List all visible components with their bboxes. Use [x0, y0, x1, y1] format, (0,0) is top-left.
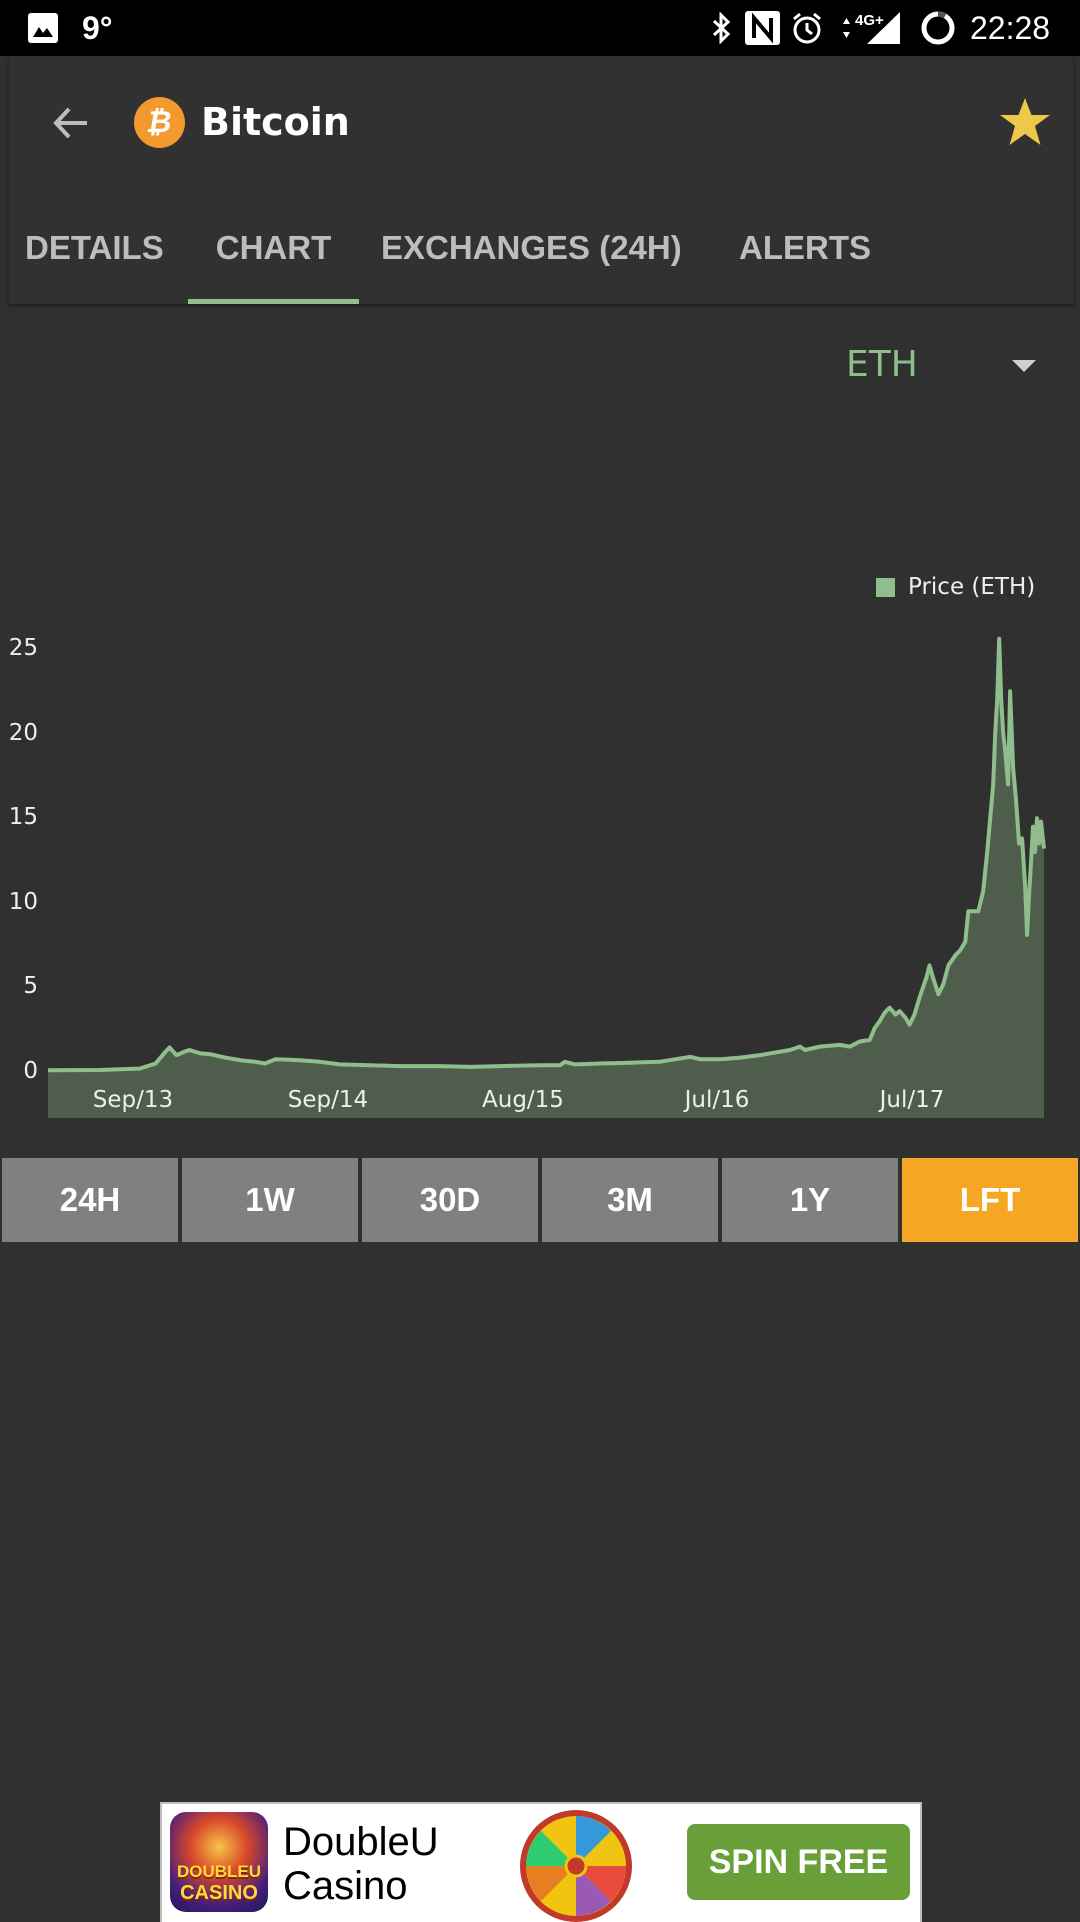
range-button-30d[interactable]: 30D [362, 1158, 538, 1242]
time-range-selector: 24H 1W 30D 3M 1Y LFT [0, 1158, 1080, 1242]
y-axis-label: 20 [8, 719, 38, 746]
y-axis-label: 15 [8, 804, 38, 831]
bluetooth-icon [711, 0, 733, 56]
legend-swatch [876, 577, 895, 597]
tab-chart[interactable]: CHART [215, 229, 332, 266]
status-bar: 9° 4G+ 22:28 [0, 0, 1080, 56]
currency-value: ETH [846, 344, 918, 385]
range-button-lft[interactable]: LFT [902, 1158, 1078, 1242]
back-arrow-icon [53, 107, 87, 139]
nfc-icon [745, 0, 780, 56]
network-type: 4G+ [855, 11, 884, 29]
prize-wheel-image [520, 1810, 632, 1922]
x-axis-label: Sep/14 [287, 1087, 369, 1113]
ad-app-icon: DOUBLEU CASINO [170, 1812, 268, 1912]
range-button-1w[interactable]: 1W [182, 1158, 358, 1242]
legend-label: Price (ETH) [908, 574, 1036, 600]
tab-details[interactable]: DETAILS [25, 229, 164, 266]
y-axis-label: 25 [8, 635, 38, 661]
x-axis-label: Sep/13 [92, 1087, 174, 1113]
y-axis-label: 10 [8, 888, 38, 915]
range-button-3m[interactable]: 3M [542, 1158, 718, 1242]
back-button[interactable] [47, 98, 97, 148]
image-icon [28, 0, 58, 56]
chart-plot [47, 636, 1046, 1118]
spin-free-button[interactable]: SPIN FREE [687, 1824, 910, 1900]
active-tab-indicator [188, 299, 359, 304]
price-area-fill [48, 638, 1044, 1118]
x-axis-label: Jul/17 [879, 1087, 945, 1113]
data-arrows-icon [842, 0, 851, 56]
chart-legend: Price (ETH) [876, 572, 1035, 602]
x-axis-label: Jul/16 [684, 1087, 750, 1113]
range-button-1y[interactable]: 1Y [722, 1158, 898, 1242]
battery-ring-icon [920, 0, 956, 56]
ad-banner[interactable]: DOUBLEU CASINO DoubleU Casino SPIN FREE [160, 1802, 922, 1922]
tab-exchanges[interactable]: EXCHANGES (24H) [381, 229, 682, 266]
ad-title-line-2: Casino [283, 1864, 408, 1908]
range-button-24h[interactable]: 24H [2, 1158, 178, 1242]
tab-alerts[interactable]: ALERTS [739, 229, 871, 266]
currency-dropdown[interactable]: ETH [820, 330, 1050, 400]
y-axis-label: 5 [23, 973, 38, 1000]
dropdown-arrow-icon [1012, 360, 1036, 372]
price-chart[interactable]: 0 5 10 15 20 25 Sep/13 Sep/14 Aug/15 Jul/16 Jul/17 [0, 620, 1080, 1130]
favorite-star-button[interactable] [997, 96, 1053, 148]
bitcoin-icon: ₿ [134, 97, 185, 148]
app-header: ₿ Bitcoin DETAILS CHART EXCHANGES (24H) … [8, 58, 1074, 304]
price-line [47, 636, 1046, 1073]
temperature: 9° [82, 9, 113, 46]
tab-bar: DETAILS CHART EXCHANGES (24H) ALERTS [9, 208, 1073, 304]
x-axis-label: Aug/15 [482, 1087, 564, 1113]
ad-title-line-1: DoubleU [283, 1820, 439, 1864]
y-axis-label: 0 [23, 1058, 38, 1084]
alarm-icon [791, 0, 823, 56]
star-icon [1000, 98, 1050, 145]
signal-icon [866, 0, 900, 56]
page-title: Bitcoin [201, 100, 350, 144]
clock: 22:28 [970, 9, 1051, 46]
